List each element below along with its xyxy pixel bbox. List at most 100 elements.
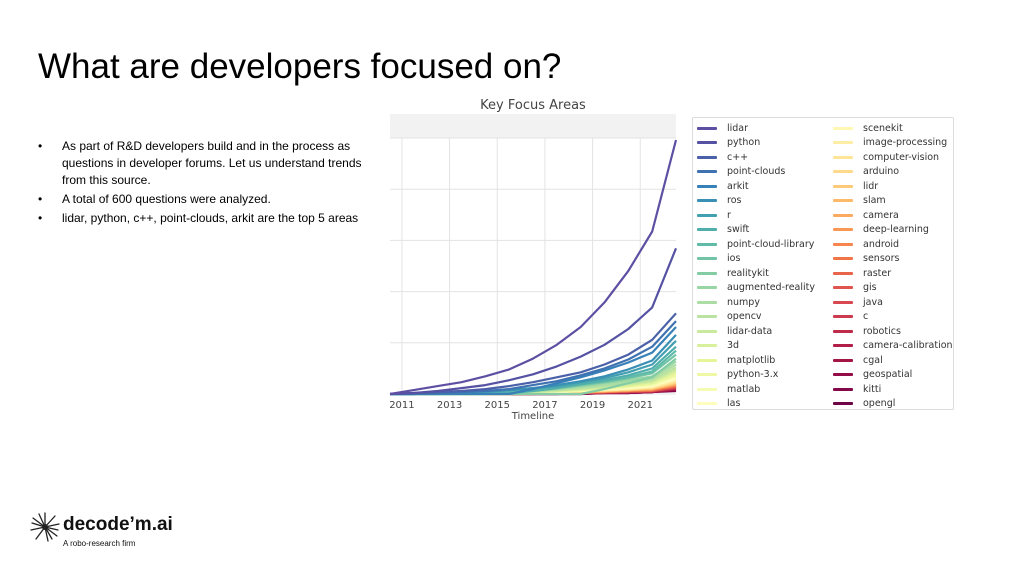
legend-label: opencv xyxy=(727,311,762,323)
legend-item: opengl xyxy=(833,397,953,412)
chart-series-group xyxy=(389,139,678,396)
legend-label: augmented-reality xyxy=(727,282,816,294)
series-line-lidar xyxy=(389,139,678,396)
legend-swatch xyxy=(833,257,853,261)
legend-item: slam xyxy=(833,194,953,209)
legend-label: camera xyxy=(863,209,899,221)
chart-title: Key Focus Areas xyxy=(480,98,586,113)
legend-label: android xyxy=(863,238,900,250)
legend-label: matplotlib xyxy=(727,354,776,366)
bullet-dot-icon: • xyxy=(38,192,43,206)
legend-item: realitykit xyxy=(697,266,815,281)
legend-item: kitti xyxy=(833,382,953,397)
legend-item: python xyxy=(697,136,815,151)
legend-swatch xyxy=(697,126,717,130)
legend-item: r xyxy=(697,208,815,223)
legend-item: point-clouds xyxy=(697,165,815,180)
series-line-python xyxy=(389,247,678,396)
legend-label: lidr xyxy=(863,180,879,192)
legend-swatch xyxy=(697,170,717,174)
legend-swatch xyxy=(833,141,853,145)
legend-label: robotics xyxy=(863,325,901,337)
legend-item: augmented-reality xyxy=(697,281,815,296)
legend-swatch xyxy=(833,126,853,130)
bullet-dot-icon: • xyxy=(38,139,43,153)
legend-label: c++ xyxy=(727,151,749,163)
x-tick-label: 2013 xyxy=(437,400,462,411)
legend-label: slam xyxy=(863,195,886,207)
legend-column: scenekit image-processing computer-vision a… xyxy=(833,121,953,411)
legend-label: point-clouds xyxy=(727,166,786,178)
legend-item: numpy xyxy=(697,295,815,310)
legend-swatch xyxy=(833,242,853,246)
legend-item: c++ xyxy=(697,150,815,165)
legend-item: lidar-data xyxy=(697,324,815,339)
legend-swatch xyxy=(697,300,717,304)
company-logo: decode’m.ai A robo-research firm xyxy=(26,510,176,552)
legend-label: ros xyxy=(727,195,742,207)
legend-item: geospatial xyxy=(833,368,953,383)
legend-swatch xyxy=(697,257,717,261)
legend-swatch xyxy=(833,271,853,275)
legend-column: lidar python c++ point-clouds arkit ros r swift… xyxy=(697,121,815,411)
bullet-text: lidar, python, c++, point-clouds, arkit … xyxy=(62,211,359,225)
legend-label: raster xyxy=(863,267,892,279)
legend-label: python-3.x xyxy=(727,369,779,381)
legend-item: camera xyxy=(833,208,953,223)
legend-label: arduino xyxy=(863,166,900,178)
x-tick-label: 2011 xyxy=(389,400,414,411)
legend-label: numpy xyxy=(727,296,760,308)
legend-label: r xyxy=(727,209,731,221)
legend-swatch xyxy=(697,184,717,188)
legend-swatch xyxy=(833,315,853,319)
legend-swatch xyxy=(833,228,853,232)
legend-swatch xyxy=(833,199,853,203)
bullet-item: • A total of 600 questions were analyzed. xyxy=(38,191,378,208)
legend-label: arkit xyxy=(727,180,749,192)
legend-item: raster xyxy=(833,266,953,281)
x-tick-label: 2021 xyxy=(628,400,653,411)
chart-legend: lidar python c++ point-clouds arkit ros r swift… xyxy=(692,117,954,410)
legend-label: opengl xyxy=(863,398,896,410)
legend-swatch xyxy=(833,373,853,377)
legend-swatch xyxy=(833,170,853,174)
legend-item: android xyxy=(833,237,953,252)
logo-name: decode’m.ai xyxy=(63,514,173,535)
logo-burst-icon xyxy=(30,512,60,542)
legend-label: lidar-data xyxy=(727,325,773,337)
line-chart: Key Focus Areas 2011 2013 2015 2017 2019 2021… xyxy=(389,98,678,422)
legend-label: las xyxy=(727,398,741,410)
legend-swatch xyxy=(833,344,853,348)
chart-grid xyxy=(390,137,676,395)
legend-label: java xyxy=(863,296,883,308)
legend-swatch xyxy=(833,358,853,362)
legend-swatch xyxy=(697,387,717,391)
legend-label: deep-learning xyxy=(863,224,929,236)
legend-item: lidar xyxy=(697,121,815,136)
x-tick-label: 2015 xyxy=(485,400,510,411)
bullet-text: As part of R&D developers build and in t… xyxy=(62,139,362,187)
legend-swatch xyxy=(697,373,717,377)
legend-item: camera-calibration xyxy=(833,339,953,354)
legend-item: robotics xyxy=(833,324,953,339)
legend-item: 3d xyxy=(697,339,815,354)
legend-swatch xyxy=(697,358,717,362)
legend-swatch xyxy=(697,315,717,319)
legend-item: ios xyxy=(697,252,815,267)
chart-header-band xyxy=(390,114,676,138)
legend-item: matplotlib xyxy=(697,353,815,368)
x-tick-label: 2017 xyxy=(532,400,557,411)
legend-swatch xyxy=(833,155,853,159)
legend-label: sensors xyxy=(863,253,900,265)
legend-item: gis xyxy=(833,281,953,296)
legend-label: swift xyxy=(727,224,750,236)
legend-item: ros xyxy=(697,194,815,209)
legend-item: image-processing xyxy=(833,136,953,151)
legend-item: opencv xyxy=(697,310,815,325)
legend-swatch xyxy=(697,344,717,348)
legend-label: scenekit xyxy=(863,122,903,134)
bullet-item: • lidar, python, c++, point-clouds, arkit… xyxy=(38,210,378,227)
legend-swatch xyxy=(697,271,717,275)
legend-swatch xyxy=(833,213,853,217)
legend-item: cgal xyxy=(833,353,953,368)
